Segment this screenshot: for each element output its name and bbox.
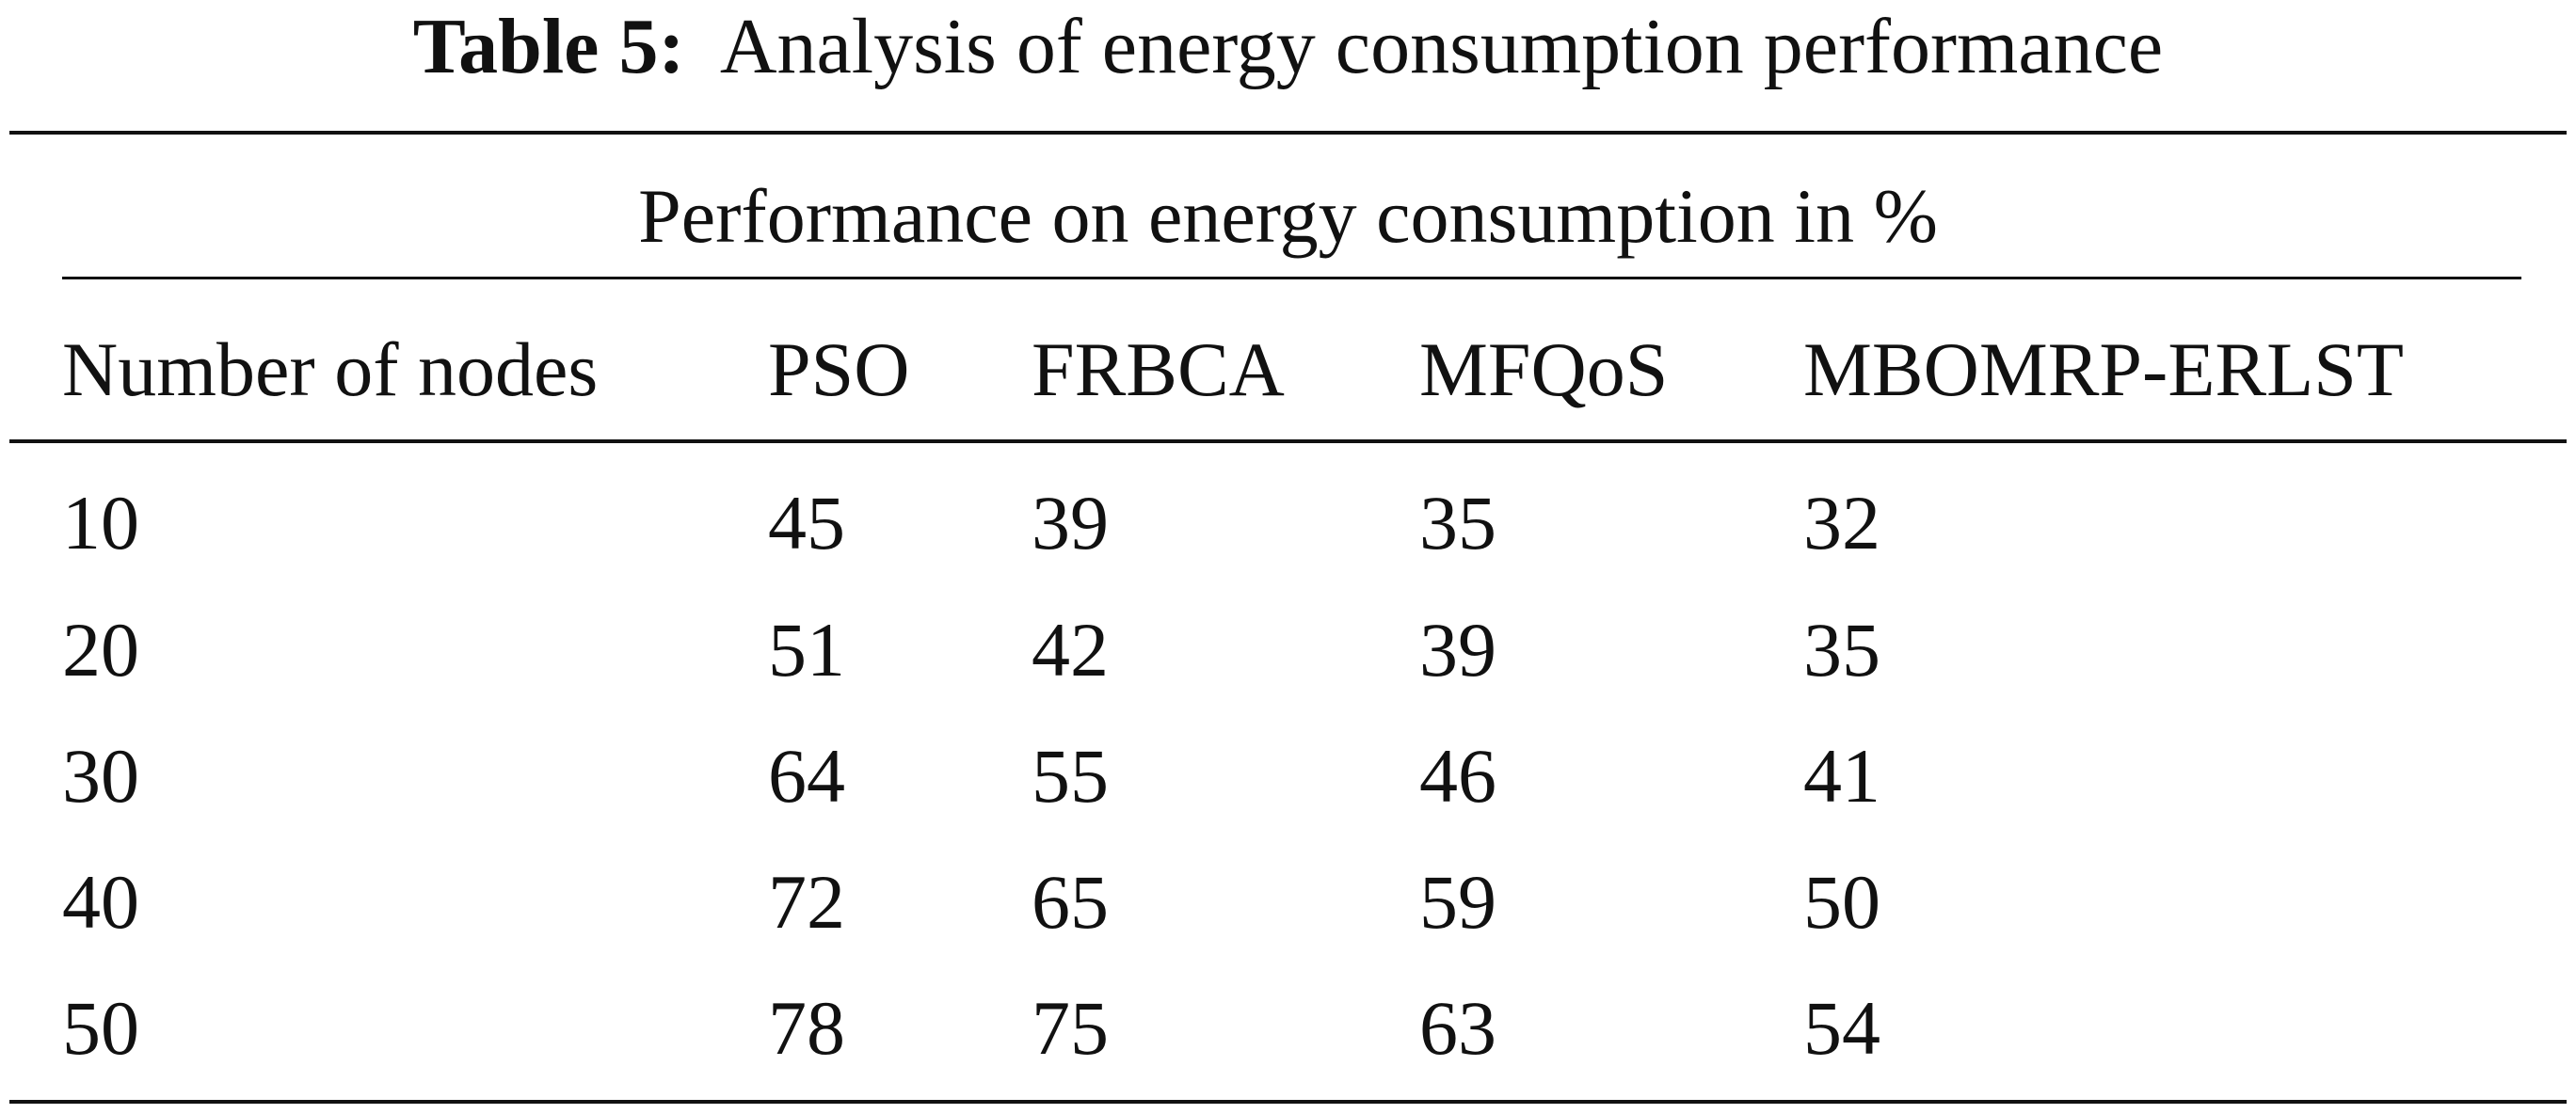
caption-title: Analysis of energy consumption performan… (719, 3, 2164, 90)
table-cell: 50 (1803, 859, 1880, 945)
table-cell: 75 (1032, 985, 1109, 1071)
group-rule (62, 277, 2521, 279)
table-cell: 65 (1032, 859, 1109, 945)
table-cell: 35 (1803, 607, 1880, 692)
table-cell: 55 (1032, 733, 1109, 819)
table-cell: 51 (768, 607, 845, 692)
table-cell: 72 (768, 859, 845, 945)
table-cell: 64 (768, 733, 845, 819)
caption-label: Table 5: (412, 3, 685, 90)
column-header-pso: PSO (768, 326, 910, 412)
table-cell: 54 (1803, 985, 1880, 1071)
column-header-frbca: FRBCA (1032, 326, 1285, 412)
column-header-mbomrp-erlst: MBOMRP-ERLST (1803, 326, 2404, 412)
group-header: Performance on energy consumption in % (638, 173, 1938, 259)
table-cell: 46 (1419, 733, 1496, 819)
table-cell: 42 (1032, 607, 1109, 692)
table-cell: 41 (1803, 733, 1880, 819)
table-caption: Table 5: Analysis of energy consumption … (0, 0, 2576, 113)
top-rule (9, 131, 2567, 135)
table-cell: 20 (62, 607, 139, 692)
table-cell: 39 (1419, 607, 1496, 692)
header-rule (9, 439, 2567, 443)
table-cell: 63 (1419, 985, 1496, 1071)
table-cell: 30 (62, 733, 139, 819)
table-cell: 10 (62, 480, 139, 565)
table-cell: 59 (1419, 859, 1496, 945)
column-header-mfqos: MFQoS (1419, 326, 1669, 412)
bottom-rule (9, 1100, 2567, 1104)
table-cell: 40 (62, 859, 139, 945)
column-header-nodes: Number of nodes (62, 326, 599, 412)
table-cell: 35 (1419, 480, 1496, 565)
table-cell: 78 (768, 985, 845, 1071)
table-cell: 45 (768, 480, 845, 565)
table-cell: 32 (1803, 480, 1880, 565)
table-cell: 39 (1032, 480, 1109, 565)
table-cell: 50 (62, 985, 139, 1071)
